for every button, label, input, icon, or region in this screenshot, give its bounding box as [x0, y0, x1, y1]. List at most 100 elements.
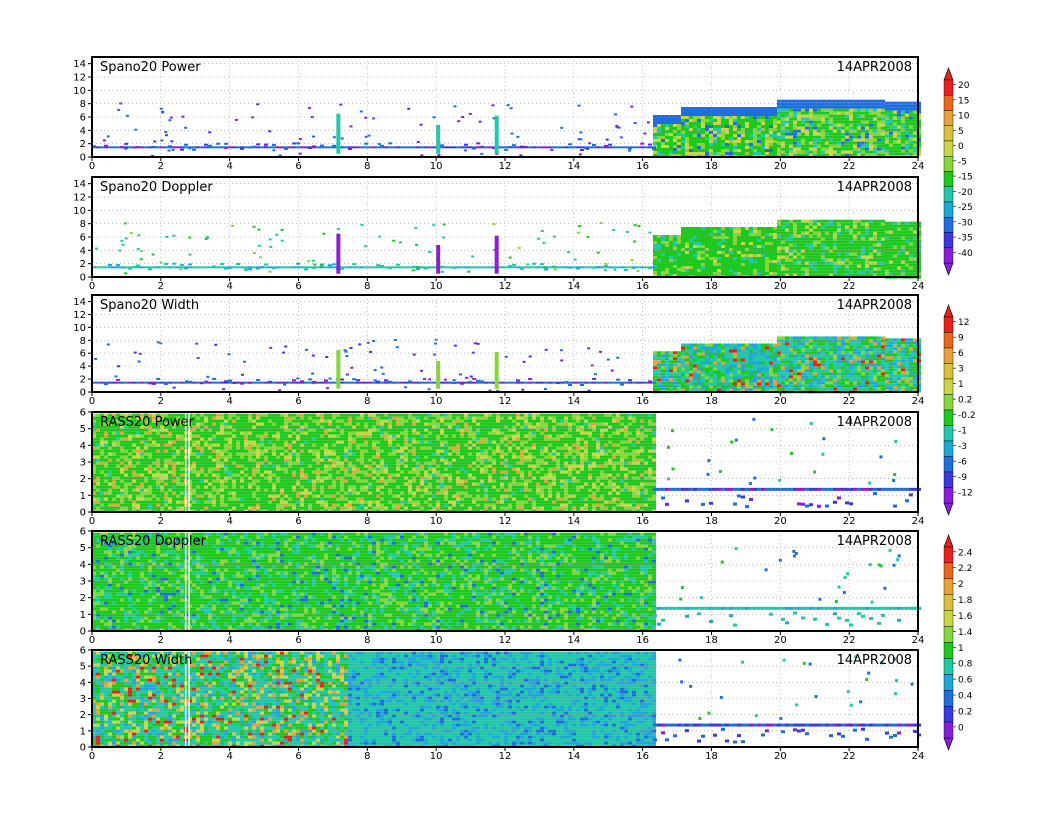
x-tick-label: 14 [567, 161, 580, 172]
grid-lines [92, 650, 918, 747]
y-tick-label: 5 [80, 662, 86, 673]
colorbar-label: 1.6 [958, 612, 973, 622]
x-tick-label: 0 [89, 396, 95, 407]
heatmap-cells [92, 531, 921, 632]
x-tick-label: 2 [158, 635, 164, 646]
colorbar-label: 0.6 [958, 676, 973, 686]
x-tick-label: 0 [89, 635, 95, 646]
y-tick-label: 6 [80, 233, 86, 244]
x-tick-label: 22 [843, 396, 856, 407]
colorbar-label: -15 [958, 173, 973, 183]
x-tick-label: 16 [636, 396, 649, 407]
colorbar-swatch [943, 332, 954, 349]
x-tick-label: 6 [295, 161, 301, 172]
x-tick-label: 2 [158, 516, 164, 527]
x-tick-label: 14 [567, 396, 580, 407]
x-tick-label: 4 [226, 635, 232, 646]
colorbar-swatch [943, 201, 954, 218]
x-tick-label: 20 [774, 516, 787, 527]
y-tick-label: 6 [80, 408, 86, 419]
colorbar-label: 0.2 [958, 707, 972, 717]
colorbar-swatch [943, 247, 954, 264]
colorbar-swatch [943, 394, 954, 411]
colorbar-label: -35 [958, 234, 973, 244]
panel-date: 14APR2008 [837, 298, 912, 313]
panel-title: Spano20 Power [100, 60, 201, 75]
colorbar-label: 10 [958, 112, 970, 122]
colorbar-swatch [943, 95, 954, 111]
y-tick-label: 0 [80, 508, 86, 519]
colorbar-swatch [943, 674, 954, 691]
x-tick-label: 12 [499, 751, 512, 762]
y-tick-label: 2 [80, 375, 86, 386]
x-tick-label: 6 [295, 751, 301, 762]
panel-date: 14APR2008 [837, 180, 912, 195]
colorbar-swatch [943, 347, 954, 364]
x-tick-label: 24 [912, 635, 925, 646]
colorbar-arrow-top [943, 534, 954, 548]
panel-title: RASS20 Doppler [100, 534, 207, 549]
x-tick-label: 0 [89, 751, 95, 762]
x-tick-label: 24 [912, 751, 925, 762]
x-tick-label: 2 [158, 281, 164, 292]
colorbar-label: -12 [958, 489, 973, 499]
y-tick-label: 3 [80, 694, 86, 705]
x-tick-label: 12 [499, 516, 512, 527]
x-tick-label: 0 [89, 161, 95, 172]
colorbar-arrow-bottom [943, 737, 954, 751]
x-tick-label: 20 [774, 751, 787, 762]
y-tick-label: 4 [80, 246, 86, 257]
colorbar-swatch [943, 217, 954, 233]
x-tick-label: 22 [843, 751, 856, 762]
colorbar-width_power: 12 9 6 3 1 0.2 -0.2 -1 -3 -6 -9 -12 [943, 304, 976, 516]
panel-date: 14APR2008 [837, 534, 912, 549]
colorbar-label: -0.2 [958, 411, 976, 421]
x-tick-label: 6 [295, 516, 301, 527]
x-tick-label: 6 [295, 396, 301, 407]
y-tick-label: 0 [80, 273, 86, 284]
colorbar-label: -20 [958, 188, 973, 198]
colorbar-label: 2 [958, 580, 964, 590]
y-tick-label: 10 [73, 86, 86, 97]
grid-lines [92, 531, 918, 631]
x-tick-label: 12 [499, 161, 512, 172]
y-tick-label: 4 [80, 560, 86, 571]
y-tick-label: 4 [80, 362, 86, 373]
y-tick-label: 2 [80, 710, 86, 721]
x-tick-label: 4 [226, 281, 232, 292]
x-tick-label: 18 [705, 635, 718, 646]
y-tick-label: 6 [80, 349, 86, 360]
y-tick-label: 6 [80, 646, 86, 657]
x-tick-label: 22 [843, 516, 856, 527]
x-tick-label: 18 [705, 281, 718, 292]
x-tick-label: 20 [774, 281, 787, 292]
grid-lines [92, 295, 918, 392]
colorbar-label: 5 [958, 127, 964, 137]
x-tick-label: 8 [364, 516, 370, 527]
colorbar-label: -5 [958, 157, 967, 167]
colorbar-label: 20 [958, 81, 970, 91]
colorbar-arrow-top [943, 304, 954, 318]
panel-date: 14APR2008 [837, 653, 912, 668]
x-tick-label: 12 [499, 281, 512, 292]
x-tick-label: 8 [364, 396, 370, 407]
y-tick-label: 12 [73, 73, 86, 84]
colorbar-arrow-bottom [943, 502, 954, 516]
colorbar-label: 9 [958, 334, 964, 344]
x-tick-label: 4 [226, 161, 232, 172]
colorbar-label: 0.8 [958, 660, 973, 670]
colorbar-swatch [943, 79, 954, 96]
x-tick-label: 8 [364, 751, 370, 762]
grid-lines [92, 177, 918, 277]
colorbar-swatch [943, 378, 954, 395]
y-tick-label: 5 [80, 424, 86, 435]
grid-lines [92, 412, 918, 512]
colorbar-label: 2.4 [958, 548, 973, 558]
panel-title: RASS20 Width [100, 653, 192, 668]
x-tick-label: 16 [636, 161, 649, 172]
y-tick-label: 14 [73, 297, 86, 308]
y-tick-label: 0 [80, 743, 86, 754]
